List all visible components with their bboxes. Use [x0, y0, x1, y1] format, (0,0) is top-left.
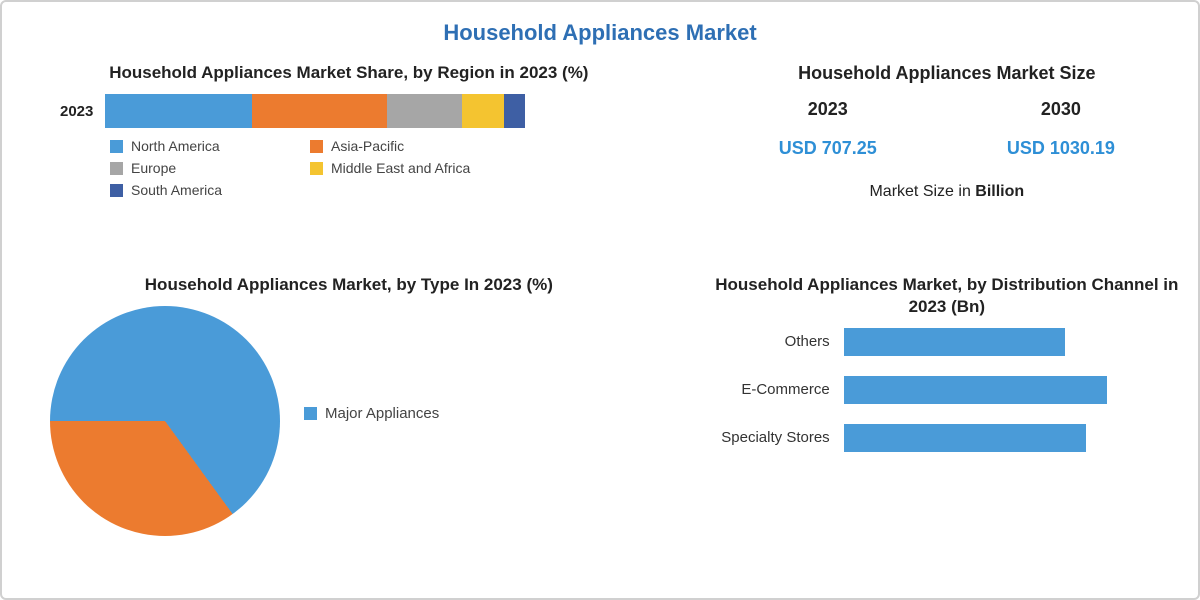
region-seg-asia-pacific: [252, 94, 386, 128]
distribution-title: Household Appliances Market, by Distribu…: [714, 274, 1180, 318]
legend-swatch: [110, 184, 123, 197]
region-legend: North America Asia-Pacific Europe Middle Ea…: [110, 138, 678, 198]
market-size-year-1: 2030: [1007, 99, 1115, 120]
hbar-fill: [844, 328, 1065, 356]
market-size-year-0: 2023: [779, 99, 877, 120]
region-legend-item: South America: [110, 182, 280, 198]
market-size-panel: Household Appliances Market Size 2023 US…: [696, 54, 1198, 266]
distribution-panel: Household Appliances Market, by Distribu…: [696, 266, 1198, 600]
region-seg-north-america: [105, 94, 252, 128]
region-legend-item: North America: [110, 138, 280, 154]
market-size-col-0: 2023 USD 707.25: [779, 99, 877, 159]
pie-chart: [50, 306, 280, 536]
by-type-title: Household Appliances Market, by Type In …: [20, 274, 678, 296]
legend-swatch: [310, 162, 323, 175]
legend-label: Asia-Pacific: [331, 138, 404, 154]
hbar-fill: [844, 424, 1087, 452]
hbar-label: E-Commerce: [714, 381, 844, 398]
hbar-row: E-Commerce: [714, 376, 1160, 404]
hbar-label: Others: [714, 333, 844, 350]
hbar-row: Others: [714, 328, 1160, 356]
pie-legend: Major Appliances: [304, 405, 439, 436]
legend-label: North America: [131, 138, 220, 154]
hbar-track: [844, 328, 1160, 356]
distribution-bars: Others E-Commerce Specialty Stores: [714, 328, 1180, 452]
market-size-row: 2023 USD 707.25 2030 USD 1030.19: [714, 99, 1180, 159]
market-size-value-0: USD 707.25: [779, 138, 877, 159]
page-title: Household Appliances Market: [2, 20, 1198, 46]
pie-legend-item: Major Appliances: [304, 405, 439, 422]
legend-swatch: [110, 162, 123, 175]
region-year-label: 2023: [60, 103, 93, 120]
region-seg-europe: [387, 94, 463, 128]
market-size-col-1: 2030 USD 1030.19: [1007, 99, 1115, 159]
market-size-value-1: USD 1030.19: [1007, 138, 1115, 159]
market-size-footer-bold: Billion: [975, 183, 1024, 200]
market-size-footer: Market Size in Billion: [714, 183, 1180, 201]
hbar-track: [844, 424, 1160, 452]
region-legend-item: Middle East and Africa: [310, 160, 480, 176]
market-size-heading: Household Appliances Market Size: [714, 62, 1180, 85]
legend-label: Middle East and Africa: [331, 160, 470, 176]
pie-area: Major Appliances: [50, 306, 678, 536]
region-legend-item: Asia-Pacific: [310, 138, 480, 154]
region-bar-track: [105, 94, 525, 128]
layout-grid: Household Appliances Market Share, by Re…: [2, 54, 1198, 600]
market-size-footer-prefix: Market Size in: [869, 183, 975, 200]
legend-swatch: [304, 407, 317, 420]
region-share-panel: Household Appliances Market Share, by Re…: [2, 54, 696, 266]
legend-swatch: [310, 140, 323, 153]
hbar-fill: [844, 376, 1108, 404]
legend-label: South America: [131, 182, 222, 198]
by-type-panel: Household Appliances Market, by Type In …: [2, 266, 696, 600]
hbar-track: [844, 376, 1160, 404]
region-legend-item: Europe: [110, 160, 280, 176]
region-share-title: Household Appliances Market Share, by Re…: [20, 62, 678, 84]
region-seg-middle-east-and-africa: [462, 94, 504, 128]
legend-swatch: [110, 140, 123, 153]
region-stacked-bar: 2023: [60, 94, 678, 128]
hbar-label: Specialty Stores: [714, 429, 844, 446]
legend-label: Europe: [131, 160, 176, 176]
region-seg-south-america: [504, 94, 525, 128]
legend-label: Major Appliances: [325, 405, 439, 422]
hbar-row: Specialty Stores: [714, 424, 1160, 452]
